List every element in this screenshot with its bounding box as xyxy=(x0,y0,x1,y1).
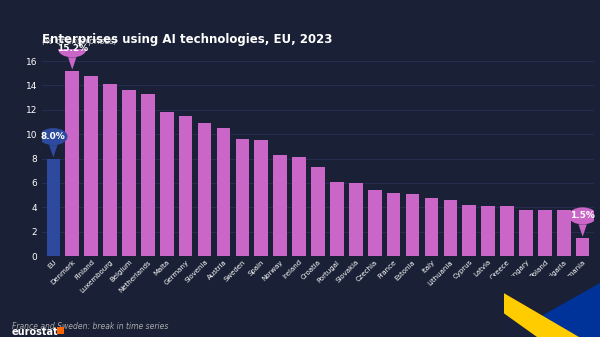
Bar xyxy=(160,112,173,256)
Bar xyxy=(349,183,362,256)
Bar xyxy=(519,210,533,256)
Bar xyxy=(85,76,98,256)
Bar xyxy=(198,123,211,256)
Text: 15.2%: 15.2% xyxy=(56,44,88,53)
Bar xyxy=(274,155,287,256)
Bar xyxy=(292,157,306,256)
Bar xyxy=(443,200,457,256)
Bar xyxy=(538,210,551,256)
Bar xyxy=(254,140,268,256)
Text: 8.0%: 8.0% xyxy=(41,132,66,141)
Bar xyxy=(236,139,249,256)
Text: 1.5%: 1.5% xyxy=(570,211,595,220)
Text: (% of enterprises): (% of enterprises) xyxy=(42,37,117,46)
Bar xyxy=(406,194,419,256)
Polygon shape xyxy=(49,145,58,157)
Bar xyxy=(425,197,438,256)
Bar xyxy=(47,159,60,256)
Polygon shape xyxy=(578,224,587,237)
Text: eurostat: eurostat xyxy=(12,327,59,337)
Polygon shape xyxy=(68,57,76,70)
Bar xyxy=(103,84,117,256)
Bar xyxy=(463,205,476,256)
Bar xyxy=(179,116,193,256)
Bar xyxy=(368,190,382,256)
Bar xyxy=(141,94,155,256)
Bar xyxy=(330,182,344,256)
Text: France and Sweden: break in time series: France and Sweden: break in time series xyxy=(12,321,169,331)
Bar xyxy=(217,128,230,256)
Bar xyxy=(500,206,514,256)
Bar xyxy=(65,71,79,256)
Bar xyxy=(557,210,571,256)
Bar xyxy=(576,238,589,256)
Text: Enterprises using AI technologies, EU, 2023: Enterprises using AI technologies, EU, 2… xyxy=(42,33,332,46)
Bar xyxy=(122,90,136,256)
Ellipse shape xyxy=(39,128,68,145)
Bar xyxy=(311,167,325,256)
Ellipse shape xyxy=(58,40,86,57)
Bar xyxy=(481,206,495,256)
Ellipse shape xyxy=(568,207,597,224)
Bar xyxy=(387,193,400,256)
